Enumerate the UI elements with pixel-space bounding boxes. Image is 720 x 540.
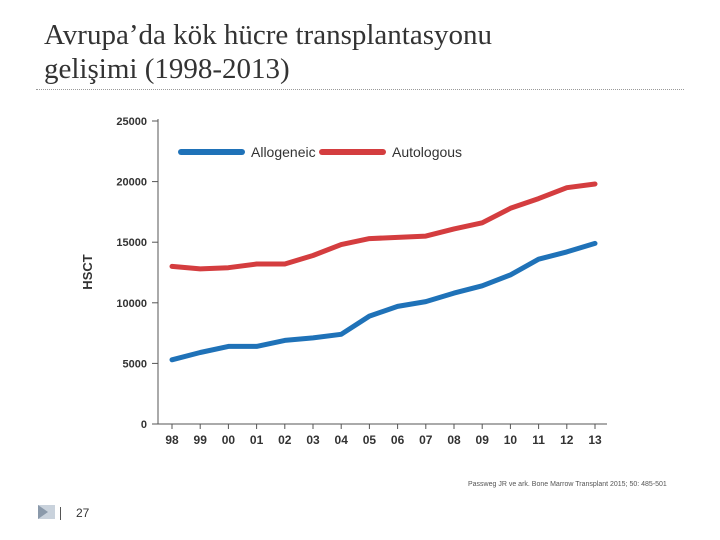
x-tick-label: 13 <box>588 433 602 447</box>
x-tick-label: 10 <box>504 433 518 447</box>
x-tick-label: 04 <box>335 433 349 447</box>
x-tick-label: 01 <box>250 433 264 447</box>
citation: Passweg JR ve ark. Bone Marrow Transplan… <box>468 481 667 488</box>
series-line-allogeneic <box>169 240 598 363</box>
y-tick-label: 10000 <box>116 298 147 310</box>
y-tick-label: 5000 <box>123 358 147 370</box>
x-tick-label: 02 <box>278 433 292 447</box>
y-tick-label: 0 <box>141 419 147 431</box>
x-tick-label: 05 <box>363 433 377 447</box>
y-tick-label: 20000 <box>116 177 147 189</box>
y-tick-label: 15000 <box>116 237 147 249</box>
x-tick-label: 07 <box>419 433 433 447</box>
x-tick-label: 00 <box>222 433 236 447</box>
slide-title-line-2: gelişimi (1998-2013) <box>44 53 290 85</box>
slide-title: Avrupa’da kök hücre transplantasyonu gel… <box>44 18 684 86</box>
slide-title-line-1: Avrupa’da kök hücre transplantasyonu <box>44 19 493 51</box>
x-tick-label: 03 <box>306 433 320 447</box>
legend-label-allogeneic: Allogeneic <box>251 144 316 160</box>
x-tick-label: 99 <box>194 433 208 447</box>
y-tick-label: 25000 <box>116 116 147 128</box>
footer-arrow-icon <box>38 505 48 519</box>
x-tick-label: 06 <box>391 433 405 447</box>
legend-label-autologous: Autologous <box>392 144 462 160</box>
title-divider <box>36 89 684 90</box>
y-axis-label: HSCT <box>80 254 95 289</box>
x-tick-label: 12 <box>560 433 574 447</box>
page-number: 27 <box>76 506 90 520</box>
footer-separator <box>60 507 61 520</box>
x-tick-label: 11 <box>532 433 545 447</box>
x-tick-label: 08 <box>447 433 461 447</box>
series-line-autologous <box>169 181 598 272</box>
x-tick-label: 98 <box>165 433 179 447</box>
x-tick-label: 09 <box>476 433 490 447</box>
